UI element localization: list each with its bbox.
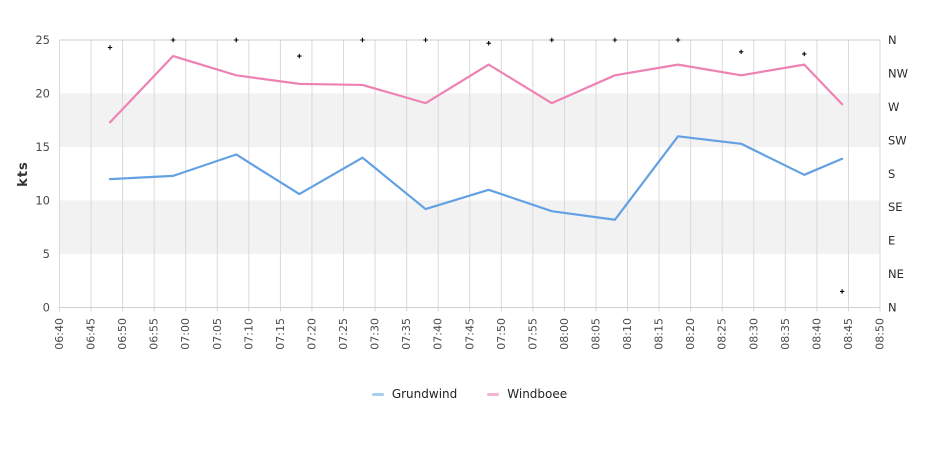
x-tick-label: 07:35	[400, 318, 413, 350]
legend-marker-icon	[487, 392, 500, 396]
vertical-gridlines	[59, 40, 881, 312]
direction-label: E	[888, 234, 895, 248]
direction-marker	[360, 37, 365, 43]
x-tick-label: 06:55	[148, 318, 161, 350]
series-line-grundwind	[108, 135, 844, 221]
direction-marker	[549, 37, 554, 43]
direction-marker	[612, 37, 618, 43]
x-tick-label: 07:50	[495, 318, 508, 350]
x-tick-label: 07:10	[242, 318, 255, 350]
direction-marker	[486, 41, 491, 46]
direction-marker	[297, 53, 302, 59]
direction-label: SE	[888, 200, 903, 214]
plot-border-lines	[59, 39, 880, 308]
x-tick-label: 07:45	[463, 318, 476, 350]
x-tick-label: 07:00	[179, 318, 192, 350]
series-line-windboee	[108, 54, 844, 124]
x-tick-label: 06:40	[53, 318, 66, 350]
y-axis-title: kts	[16, 161, 31, 187]
legend-item-windboee[interactable]: Windboee	[487, 387, 567, 401]
direction-marker	[234, 37, 239, 43]
y-tick-label: 15	[35, 140, 50, 154]
direction-label: N	[888, 33, 897, 47]
x-tick-label: 08:40	[810, 318, 823, 350]
x-tick-label: 08:05	[590, 318, 603, 350]
direction-marker	[423, 37, 428, 43]
direction-marker	[170, 37, 176, 43]
x-tick-label: 08:30	[747, 318, 760, 350]
legend-marker-icon	[371, 392, 384, 396]
x-tick-label: 07:15	[274, 318, 287, 350]
legend-item-grundwind[interactable]: Grundwind	[371, 387, 458, 401]
y-tick-label: 5	[43, 247, 50, 261]
direction-marker	[107, 45, 113, 50]
direction-markers	[107, 37, 845, 294]
y-tick-label: 25	[35, 33, 50, 47]
direction-marker	[839, 289, 845, 294]
y-tick-label: 20	[35, 87, 50, 101]
x-tick-label: 08:20	[684, 318, 697, 350]
x-tick-label: 07:20	[305, 318, 318, 350]
x-tick-label: 07:05	[211, 318, 224, 350]
direction-label: W	[888, 100, 899, 114]
legend-label: Windboee	[507, 387, 568, 401]
y-axis-tick-labels: 25 20 15 10 5 0	[35, 33, 50, 315]
series-lines	[108, 54, 844, 221]
x-tick-label: 08:45	[842, 318, 855, 350]
legend-label: Grundwind	[391, 387, 458, 401]
direction-label: NW	[888, 66, 908, 80]
direction-axis-labels: N NW W SW S SE E NE N	[888, 33, 908, 315]
direction-label: SW	[888, 133, 907, 147]
direction-label: NE	[888, 267, 904, 281]
y-tick-label: 0	[43, 301, 50, 315]
x-tick-label: 07:40	[432, 318, 445, 350]
direction-marker	[738, 49, 744, 54]
x-tick-label: 07:55	[526, 318, 539, 350]
x-tick-label: 07:30	[369, 318, 382, 350]
x-tick-label: 08:25	[716, 318, 729, 350]
x-tick-label: 07:25	[337, 318, 350, 350]
x-tick-label: 06:50	[116, 318, 129, 350]
x-tick-label: 08:00	[558, 318, 571, 350]
chart-legend: Grundwind Windboee	[59, 385, 880, 403]
x-tick-label: 06:45	[85, 318, 98, 350]
x-tick-label: 08:15	[653, 318, 666, 350]
direction-label: S	[888, 167, 895, 181]
x-tick-label: 08:35	[779, 318, 792, 350]
direction-label: N	[888, 301, 897, 315]
x-tick-label: 08:50	[874, 318, 887, 350]
x-axis-tick-labels: 06:40 06:45 06:50 06:55 07:00 07:05 07:10 07:15…	[53, 318, 887, 350]
direction-marker	[802, 51, 807, 57]
direction-marker	[675, 37, 681, 43]
x-tick-label: 08:10	[621, 318, 634, 350]
y-tick-label: 10	[35, 194, 50, 208]
